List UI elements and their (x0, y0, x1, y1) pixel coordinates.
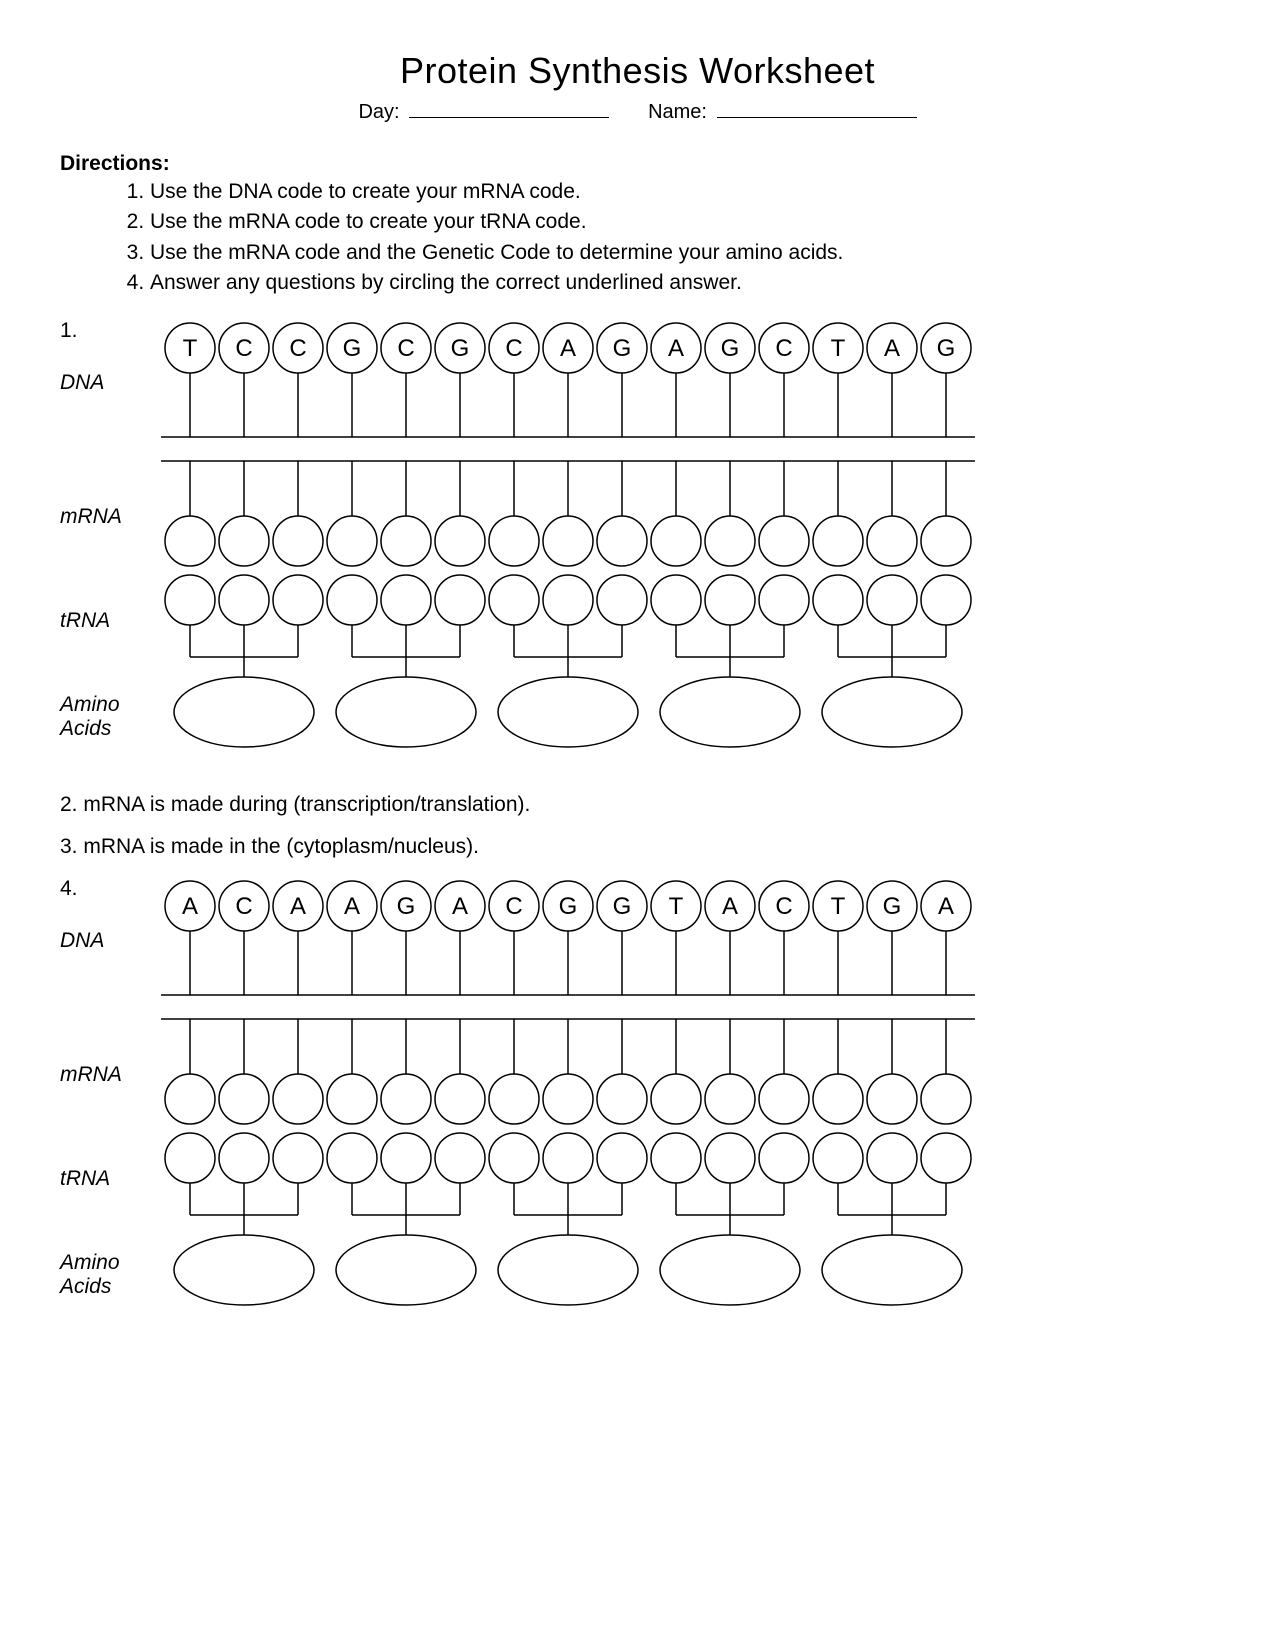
svg-text:A: A (722, 893, 738, 920)
problem-1: 1. DNA T C C G C G C A G A G C T A G mRNA tRNA Amino A… (60, 319, 1215, 771)
svg-text:A: A (344, 893, 360, 920)
mrna-label: mRNA (60, 1063, 150, 1087)
mrna-strand (150, 457, 1010, 567)
day-blank[interactable] (409, 96, 609, 118)
svg-text:A: A (560, 335, 576, 362)
trna-label: tRNA (60, 1167, 150, 1191)
direction-item: Use the DNA code to create your mRNA cod… (150, 178, 1215, 206)
svg-text:G: G (883, 893, 902, 920)
svg-text:G: G (559, 893, 578, 920)
acids-label: Acids (60, 717, 150, 741)
direction-item: Answer any questions by circling the cor… (150, 269, 1215, 297)
name-blank[interactable] (717, 96, 917, 118)
svg-text:A: A (452, 893, 468, 920)
svg-text:C: C (775, 335, 792, 362)
svg-text:A: A (938, 893, 954, 920)
problem-number: 4. (60, 877, 150, 901)
svg-text:G: G (721, 335, 740, 362)
svg-text:T: T (831, 893, 846, 920)
trna-label: tRNA (60, 609, 150, 633)
day-label: Day: (358, 101, 399, 123)
page-title: Protein Synthesis Worksheet (60, 50, 1215, 92)
dna-label: DNA (60, 929, 150, 953)
svg-text:G: G (937, 335, 956, 362)
svg-text:C: C (289, 335, 306, 362)
directions-heading: Directions: (60, 152, 1215, 176)
svg-text:G: G (343, 335, 362, 362)
svg-text:C: C (235, 893, 252, 920)
svg-text:T: T (669, 893, 684, 920)
problem-4: 4. DNA A C A A G A C G G T A C T G A mRNA tRNA Amino A… (60, 877, 1215, 1329)
svg-text:G: G (613, 893, 632, 920)
svg-text:A: A (884, 335, 900, 362)
svg-text:A: A (290, 893, 306, 920)
svg-text:T: T (183, 335, 198, 362)
svg-text:A: A (668, 335, 684, 362)
problem-number: 1. (60, 319, 150, 343)
dna-strand: TCCGCGCAGAGCTAG (150, 319, 1010, 439)
directions-list: Use the DNA code to create your mRNA cod… (60, 178, 1215, 297)
mrna-strand (150, 1015, 1010, 1125)
direction-item: Use the mRNA code and the Genetic Code t… (150, 239, 1215, 267)
mrna-label: mRNA (60, 505, 150, 529)
direction-item: Use the mRNA code to create your tRNA co… (150, 208, 1215, 236)
svg-text:A: A (182, 893, 198, 920)
svg-text:T: T (831, 335, 846, 362)
svg-text:G: G (397, 893, 416, 920)
svg-text:G: G (451, 335, 470, 362)
svg-text:C: C (775, 893, 792, 920)
name-label: Name: (648, 101, 707, 123)
svg-text:C: C (397, 335, 414, 362)
header-fields: Day: Name: (60, 96, 1215, 124)
trna-amino-strand (150, 571, 1010, 771)
dna-label: DNA (60, 371, 150, 395)
question-3: 3. mRNA is made in the (cytoplasm/nucleu… (60, 835, 1215, 859)
dna-strand: ACAAGACGGTACTGA (150, 877, 1010, 997)
svg-text:C: C (235, 335, 252, 362)
amino-label: Amino (60, 1251, 150, 1275)
acids-label: Acids (60, 1275, 150, 1299)
trna-amino-strand (150, 1129, 1010, 1329)
question-2: 2. mRNA is made during (transcription/tr… (60, 793, 1215, 817)
amino-label: Amino (60, 693, 150, 717)
svg-text:C: C (505, 893, 522, 920)
svg-text:G: G (613, 335, 632, 362)
svg-text:C: C (505, 335, 522, 362)
